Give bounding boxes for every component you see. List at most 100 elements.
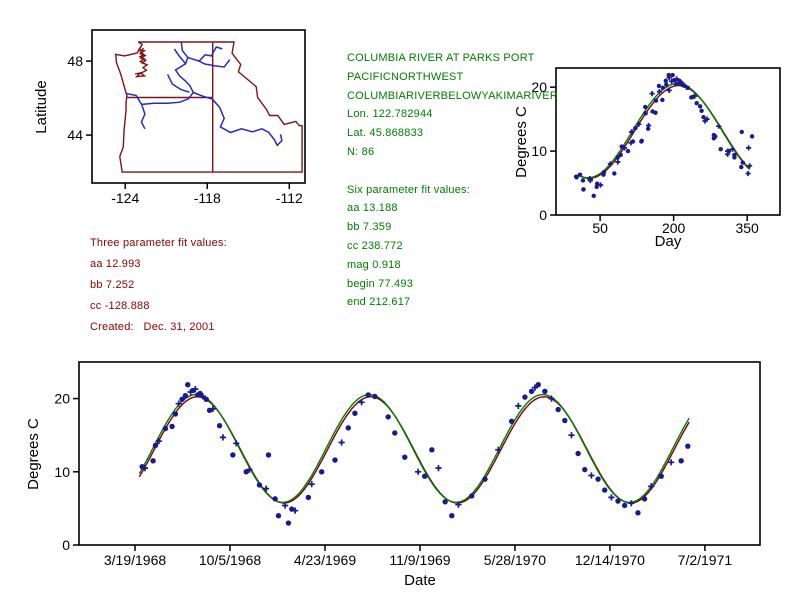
data-point — [265, 452, 272, 458]
data-point — [211, 407, 215, 411]
data-point — [717, 124, 720, 128]
data-point — [711, 136, 717, 141]
data-point — [615, 498, 621, 504]
data-point — [177, 402, 180, 405]
data-point — [402, 454, 408, 460]
time-series-chart: Degrees C Date 3/19/1968 10/5/1968 4/23/19… — [25, 361, 761, 589]
data-point — [595, 476, 601, 482]
data-point — [748, 164, 751, 167]
x-tick-label: 7/2/1971 — [678, 552, 733, 568]
x-tick-label: 10/5/1968 — [199, 552, 261, 568]
annotation-line: cc 238.772 — [347, 239, 403, 252]
state-border-line — [138, 47, 146, 65]
data-point — [221, 436, 225, 439]
x-tick-label: 12/14/1970 — [575, 552, 645, 568]
data-point — [668, 76, 671, 79]
data-point — [365, 392, 371, 398]
data-point — [668, 89, 671, 92]
data-point — [747, 146, 750, 150]
data-point — [305, 494, 312, 501]
map-panel: Latitude -124 -118 -112 48 44 — [33, 29, 306, 206]
x-tick-label: 50 — [592, 220, 608, 236]
data-point — [555, 406, 561, 413]
annotation-line: cc -128.888 — [90, 300, 150, 312]
day-chart-x-axis-title: Day — [655, 233, 682, 250]
data-point — [732, 155, 737, 160]
data-point — [691, 94, 696, 99]
data-point — [234, 442, 238, 445]
data-point — [522, 394, 528, 400]
annotation-line: end 212.617 — [347, 296, 411, 309]
data-point — [746, 172, 750, 175]
y-tick-label: 20 — [531, 79, 547, 95]
data-point — [179, 396, 185, 403]
data-point — [718, 146, 723, 152]
day-of-year-chart: Degrees C Day 50 200 350 0 10 20 — [513, 67, 781, 250]
annotation-line: Lon. 122.782944 — [347, 108, 433, 121]
y-tick-label: 10 — [54, 464, 70, 480]
data-point — [694, 100, 699, 106]
data-point — [588, 177, 592, 180]
data-point — [437, 466, 440, 470]
data-point — [650, 485, 653, 488]
annotation-line: COLUMBIARIVERBELOWYAKIMARIVER — [347, 89, 558, 102]
annotation-line: Six parameter fit values: — [347, 183, 470, 196]
data-point — [422, 473, 428, 479]
data-point — [143, 466, 147, 470]
data-point — [318, 469, 325, 475]
river-line — [166, 74, 190, 93]
data-point — [630, 502, 633, 505]
data-point — [650, 92, 654, 95]
data-point — [643, 104, 648, 110]
data-point — [285, 520, 292, 526]
date-chart-x-axis-title: Date — [404, 572, 436, 589]
data-point — [639, 139, 644, 144]
annotation-line: Lat. 45.868833 — [347, 127, 424, 140]
data-point — [663, 78, 668, 83]
data-point — [740, 160, 745, 165]
data-point — [573, 174, 579, 179]
data-point — [602, 487, 608, 493]
data-point — [332, 457, 338, 463]
data-point — [615, 155, 620, 160]
x-tick-label: 5/28/1970 — [484, 552, 546, 568]
river-line — [198, 59, 231, 68]
data-point — [469, 493, 475, 499]
six_parameter_fit-curve — [577, 83, 751, 179]
data-point — [660, 85, 666, 91]
data-point — [197, 390, 203, 397]
three-param-fit-annotations: Three parameter fit values: aa 12.993 bb 7… — [90, 233, 227, 338]
x-tick-label: 11/9/1969 — [389, 552, 450, 568]
data-point — [562, 417, 568, 424]
data-point — [157, 439, 160, 443]
data-point — [194, 387, 197, 391]
data-point — [293, 509, 297, 512]
river-line — [173, 48, 187, 65]
chart-frame — [78, 361, 761, 546]
data-point — [739, 164, 744, 170]
data-point — [429, 447, 435, 453]
y-tick-label: 44 — [67, 127, 83, 143]
data-point — [647, 124, 650, 127]
data-point — [609, 162, 612, 166]
data-point — [216, 422, 223, 429]
data-point — [162, 425, 169, 432]
station-info-annotations: COLUMBIA RIVER AT PARKS PORT PACIFICNORTH… — [347, 49, 558, 312]
data-point — [623, 146, 626, 150]
data-point — [256, 482, 263, 488]
data-point — [699, 108, 704, 114]
date-chart-y-axis-title: Degrees C — [25, 418, 42, 490]
data-point — [203, 396, 209, 403]
data-point — [703, 119, 707, 123]
state-border-line — [114, 41, 303, 173]
data-point — [201, 395, 205, 398]
data-point — [621, 502, 628, 509]
data-point — [711, 132, 717, 138]
river-line — [140, 104, 146, 130]
data-point — [599, 183, 602, 187]
data-point — [675, 77, 678, 81]
six_parameter_fit-curve — [138, 393, 690, 503]
data-point — [637, 123, 641, 126]
annotation-line: mag 0.918 — [347, 258, 401, 271]
data-point — [630, 130, 633, 134]
